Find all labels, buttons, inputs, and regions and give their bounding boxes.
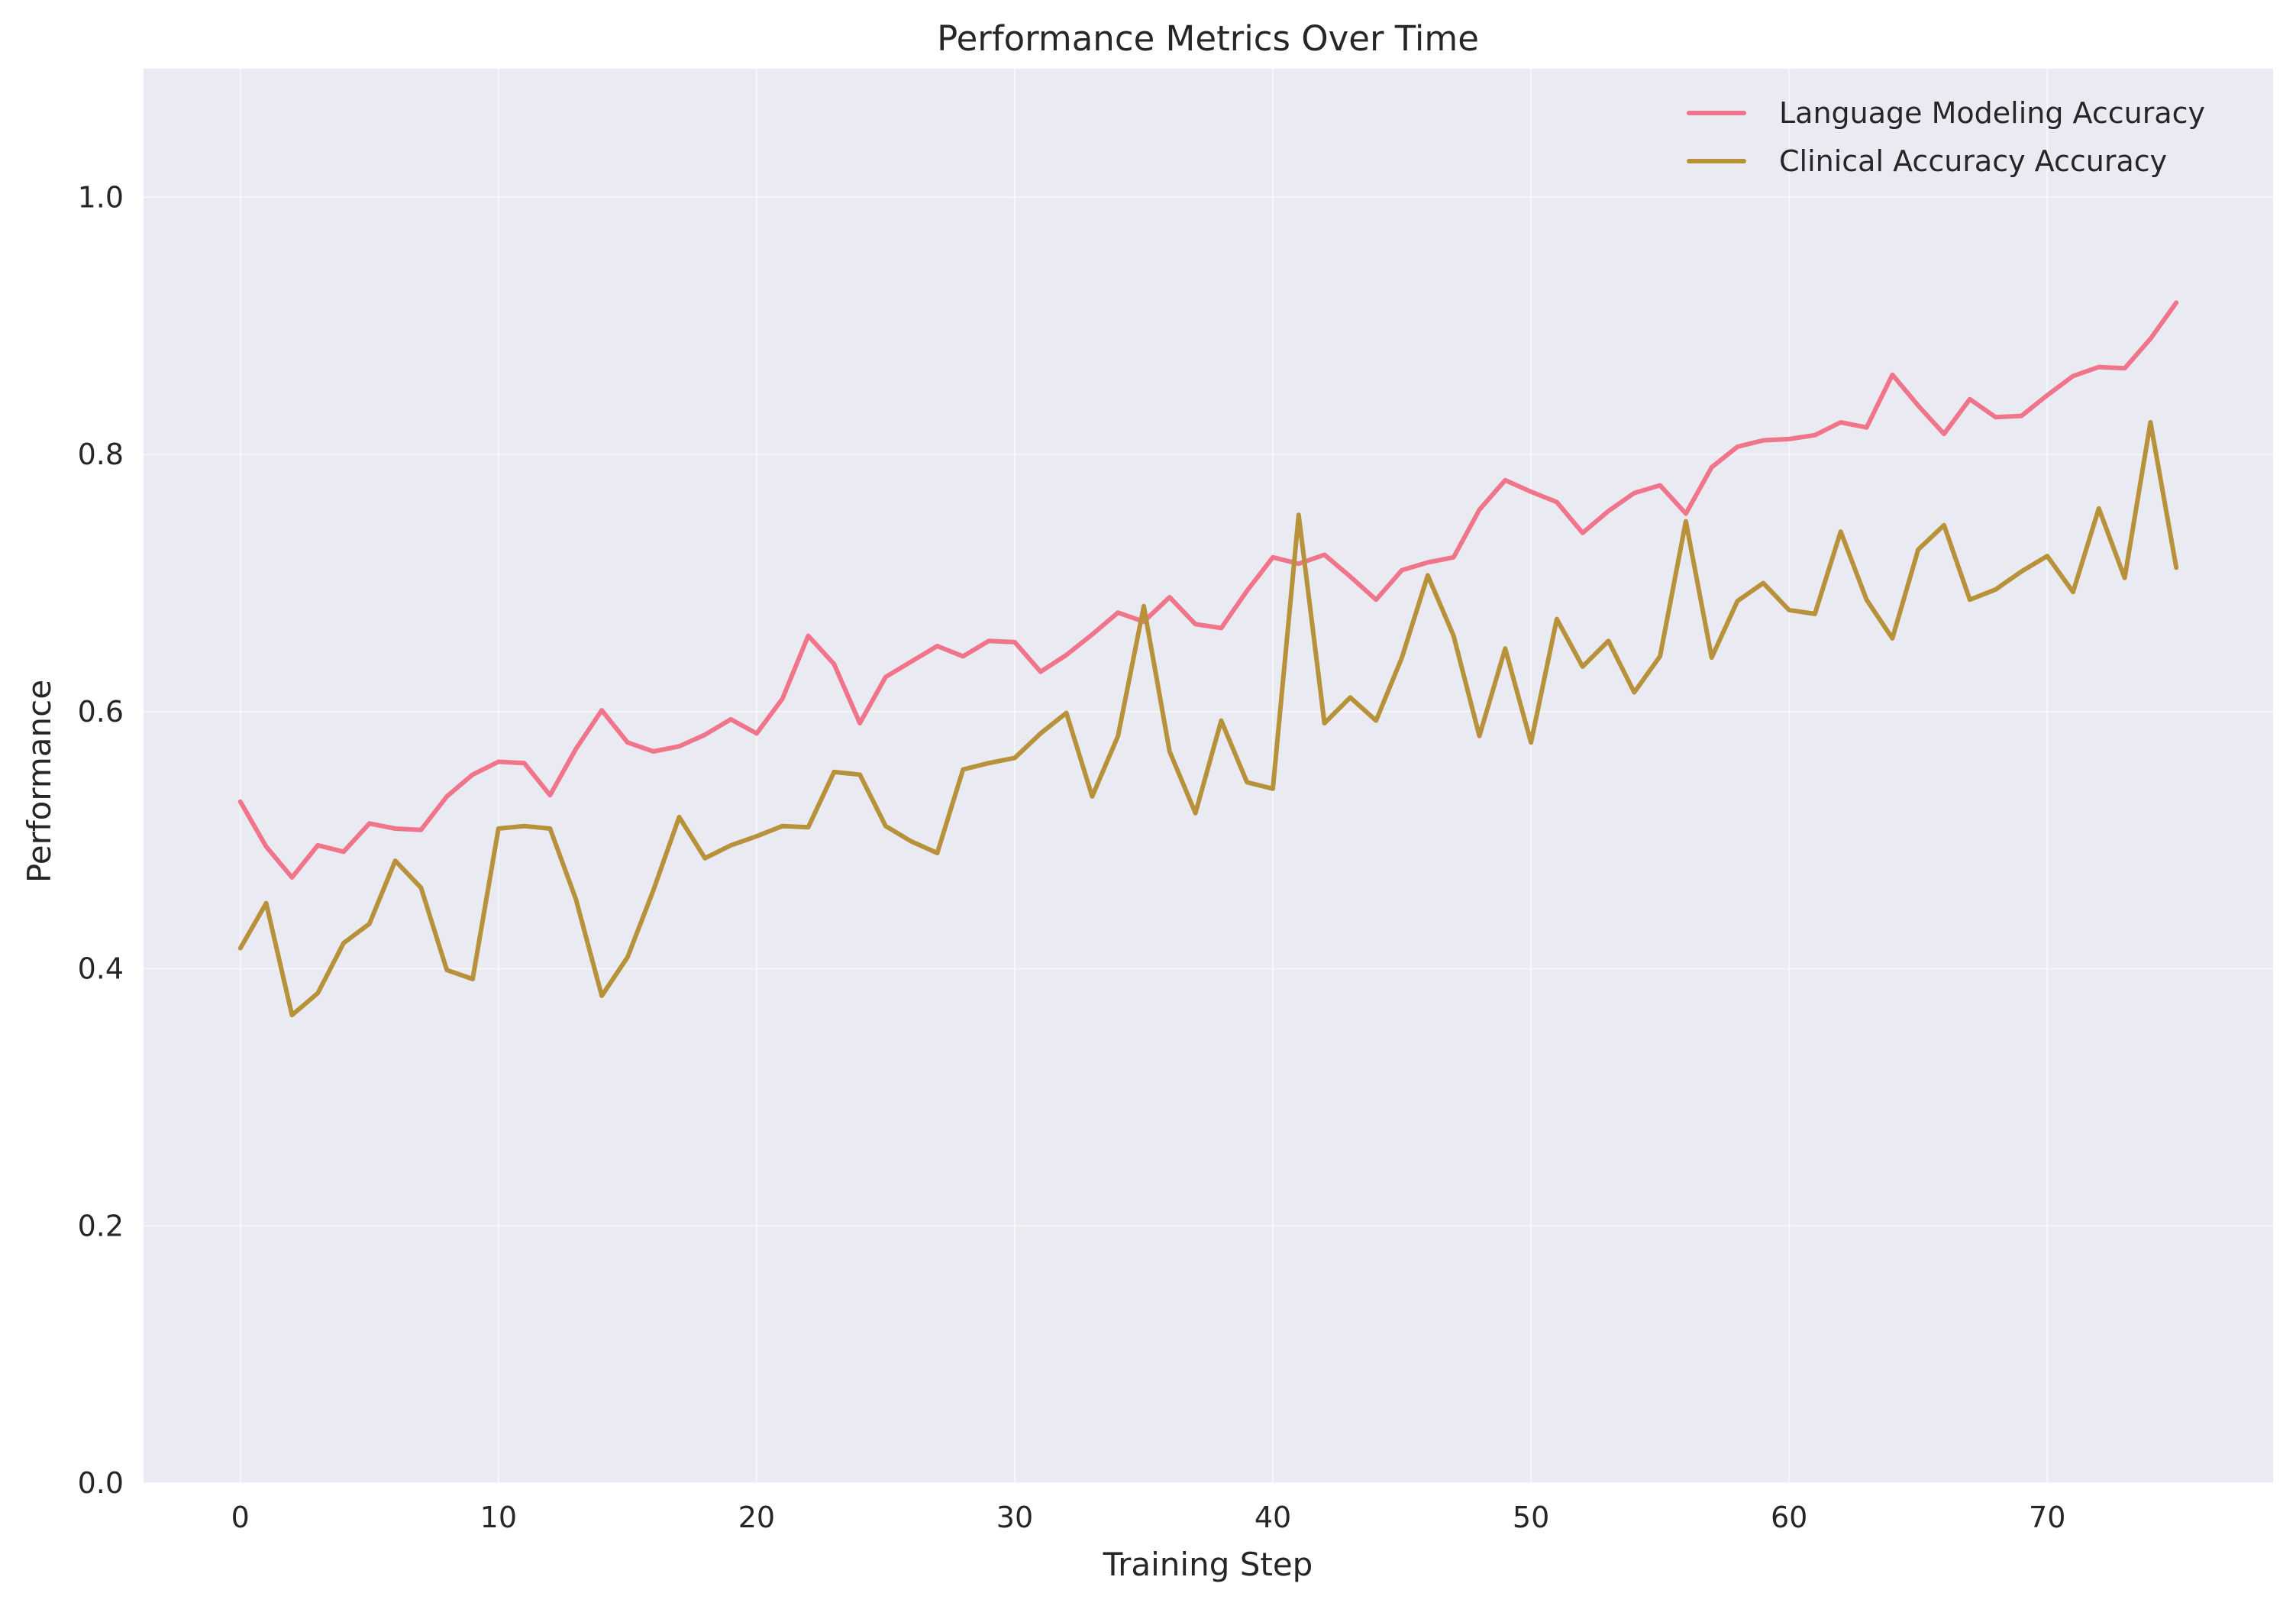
y-tick-label: 0.6 bbox=[78, 695, 124, 729]
legend-label: Language Modeling Accuracy bbox=[1779, 96, 2205, 130]
x-tick-label: 50 bbox=[1513, 1501, 1549, 1534]
x-tick-label: 10 bbox=[480, 1501, 517, 1534]
x-tick-label: 30 bbox=[996, 1501, 1033, 1534]
y-tick-label: 0.2 bbox=[78, 1209, 124, 1242]
x-tick-label: 40 bbox=[1255, 1501, 1291, 1534]
y-tick-label: 0.0 bbox=[78, 1466, 124, 1500]
x-tick-label: 20 bbox=[738, 1501, 775, 1534]
legend: Language Modeling Accuracy Clinical Accur… bbox=[1687, 96, 2205, 178]
x-axis-label: Training Step bbox=[1103, 1546, 1313, 1583]
x-tick-label: 0 bbox=[231, 1501, 250, 1534]
x-tick-label: 60 bbox=[1771, 1501, 1807, 1534]
chart-title: Performance Metrics Over Time bbox=[937, 18, 1479, 59]
tick-labels: 0 10 20 30 40 50 60 70 0.0 0.2 0.4 0.6 0.8 1.0 bbox=[78, 180, 2066, 1534]
series-line-2 bbox=[237, 420, 2179, 1018]
y-axis-label: Performance bbox=[21, 680, 58, 883]
legend-label: Clinical Accuracy Accuracy bbox=[1779, 144, 2167, 178]
y-tick-label: 0.8 bbox=[78, 438, 124, 471]
series-lines bbox=[237, 300, 2179, 1018]
series-line-1 bbox=[237, 300, 2179, 880]
plot-area bbox=[144, 69, 2273, 1483]
y-tick-label: 1.0 bbox=[78, 180, 124, 214]
y-tick-label: 0.4 bbox=[78, 952, 124, 986]
x-tick-label: 70 bbox=[2029, 1501, 2065, 1534]
